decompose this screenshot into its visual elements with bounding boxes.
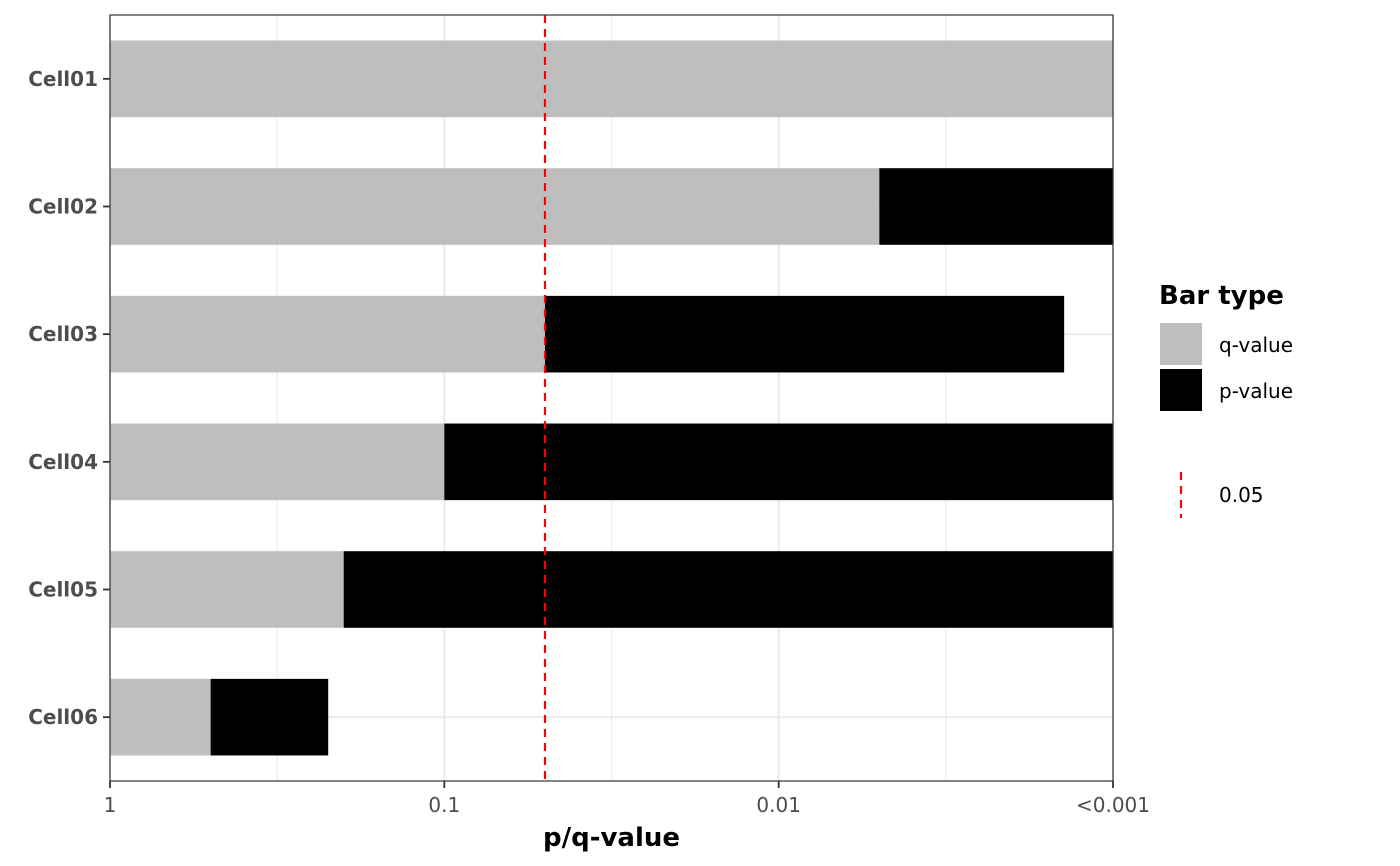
x-tick-label-3: <0.001 [1076, 793, 1150, 817]
legend-title: Bar type [1159, 281, 1284, 311]
bar-q-value-Cell03 [110, 295, 545, 373]
bar-p-value-Cell04 [444, 423, 1113, 501]
y-tick-label-Cell01: Cell01 [28, 67, 98, 91]
legend-label-q-value: q-value [1219, 333, 1293, 357]
y-tick-label-Cell02: Cell02 [28, 195, 98, 219]
y-tick-label-Cell05: Cell05 [28, 578, 98, 602]
grid-layer [108, 15, 1115, 781]
axes-layer: 1 0.1 0.01 <0.001 Cell01 Cell02 Cell03 Cell04 Ce… [28, 67, 1150, 817]
y-tick-label-Cell04: Cell04 [28, 450, 98, 474]
legend-items: q-value p-value 0.05 [1160, 323, 1293, 518]
bars-layer [110, 40, 1113, 756]
bar-q-value-Cell04 [110, 423, 445, 501]
legend: Bar type q-value p-value 0.05 [1159, 281, 1293, 518]
x-tick-label-0: 1 [104, 793, 117, 817]
panel-border [109, 14, 1114, 782]
bar-p-value-Cell02 [879, 168, 1113, 245]
bar-q-value-Cell01 [110, 40, 1113, 118]
x-axis-title: p/q-value [543, 823, 680, 853]
x-tick-label-2: 0.01 [756, 793, 801, 817]
bar-q-value-Cell05 [110, 551, 344, 628]
bar-p-value-Cell03 [544, 295, 1065, 373]
legend-key-q-value [1160, 323, 1202, 365]
legend-label-p-value: p-value [1219, 379, 1293, 403]
bar-p-value-Cell05 [343, 551, 1113, 628]
bar-p-value-Cell06 [210, 678, 329, 756]
bar-q-value-Cell06 [110, 678, 211, 756]
legend-label-reference-line: 0.05 [1219, 483, 1264, 507]
y-tick-label-Cell03: Cell03 [28, 322, 98, 346]
bar-q-value-Cell02 [110, 168, 880, 245]
y-tick-label-Cell06: Cell06 [28, 705, 98, 729]
x-tick-label-1: 0.1 [428, 793, 460, 817]
legend-key-p-value [1160, 369, 1202, 411]
